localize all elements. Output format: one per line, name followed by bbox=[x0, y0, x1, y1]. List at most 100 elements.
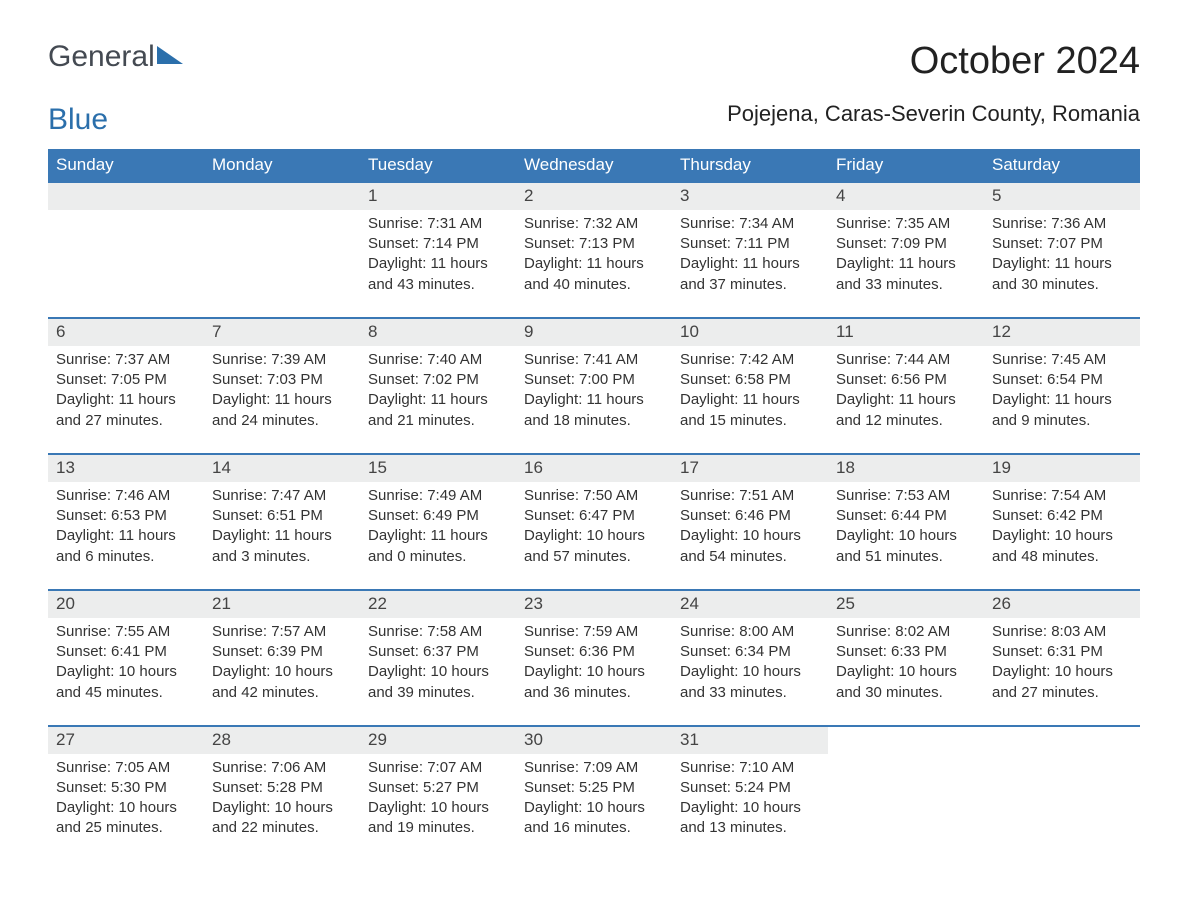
daylight-line1: Daylight: 11 hours bbox=[992, 390, 1132, 410]
daylight-line1: Daylight: 10 hours bbox=[212, 662, 352, 682]
sunrise: Sunrise: 7:37 AM bbox=[56, 350, 196, 370]
day-cell: Sunrise: 7:42 AMSunset: 6:58 PMDaylight:… bbox=[672, 346, 828, 454]
day-number: 18 bbox=[828, 454, 984, 482]
daylight-line1: Daylight: 10 hours bbox=[524, 798, 664, 818]
day-cell: Sunrise: 7:05 AMSunset: 5:30 PMDaylight:… bbox=[48, 754, 204, 861]
daylight-line1: Daylight: 10 hours bbox=[836, 662, 976, 682]
day-number: 4 bbox=[828, 182, 984, 210]
day-number: 2 bbox=[516, 182, 672, 210]
day-number: 15 bbox=[360, 454, 516, 482]
weekday-header-row: Sunday Monday Tuesday Wednesday Thursday… bbox=[48, 149, 1140, 182]
day-cell: Sunrise: 7:44 AMSunset: 6:56 PMDaylight:… bbox=[828, 346, 984, 454]
day-number: 14 bbox=[204, 454, 360, 482]
daylight-line2: and 22 minutes. bbox=[212, 818, 352, 838]
day-cell: Sunrise: 7:09 AMSunset: 5:25 PMDaylight:… bbox=[516, 754, 672, 861]
daylight-line2: and 27 minutes. bbox=[992, 683, 1132, 703]
daylight-line1: Daylight: 11 hours bbox=[368, 390, 508, 410]
sunrise: Sunrise: 8:03 AM bbox=[992, 622, 1132, 642]
daylight-line2: and 19 minutes. bbox=[368, 818, 508, 838]
sunrise: Sunrise: 7:55 AM bbox=[56, 622, 196, 642]
day-cell: Sunrise: 7:54 AMSunset: 6:42 PMDaylight:… bbox=[984, 482, 1140, 590]
sunrise: Sunrise: 7:35 AM bbox=[836, 214, 976, 234]
sunset: Sunset: 5:25 PM bbox=[524, 778, 664, 798]
daylight-line2: and 9 minutes. bbox=[992, 411, 1132, 431]
daylight-line2: and 39 minutes. bbox=[368, 683, 508, 703]
content-row: Sunrise: 7:31 AMSunset: 7:14 PM Daylight:… bbox=[48, 210, 1140, 318]
daylight-line1: Daylight: 10 hours bbox=[992, 526, 1132, 546]
daylight-line1: Daylight: 11 hours bbox=[524, 254, 664, 274]
daylight-line2: and 30 minutes. bbox=[992, 275, 1132, 295]
calendar-table: Sunday Monday Tuesday Wednesday Thursday… bbox=[48, 149, 1140, 861]
day-cell: Sunrise: 7:55 AMSunset: 6:41 PMDaylight:… bbox=[48, 618, 204, 726]
day-number: 7 bbox=[204, 318, 360, 346]
sunset: Sunset: 6:49 PM bbox=[368, 506, 508, 526]
day-cell: Sunrise: 7:31 AMSunset: 7:14 PMDaylight:… bbox=[360, 210, 516, 318]
sunset: Sunset: 6:33 PM bbox=[836, 642, 976, 662]
sunrise: Sunrise: 7:59 AM bbox=[524, 622, 664, 642]
empty-day-number bbox=[984, 726, 1140, 754]
sunset: Sunset: 7:02 PM bbox=[368, 370, 508, 390]
day-number: 19 bbox=[984, 454, 1140, 482]
day-cell: Sunrise: 7:39 AMSunset: 7:03 PMDaylight:… bbox=[204, 346, 360, 454]
month-title: October 2024 bbox=[727, 40, 1140, 83]
weekday-header: Friday bbox=[828, 149, 984, 182]
sunrise: Sunrise: 7:54 AM bbox=[992, 486, 1132, 506]
sunset: Sunset: 7:03 PM bbox=[212, 370, 352, 390]
sunrise: Sunrise: 7:31 AM bbox=[368, 214, 508, 234]
daynum-row: 12345 bbox=[48, 182, 1140, 210]
day-cell: Sunrise: 8:00 AMSunset: 6:34 PMDaylight:… bbox=[672, 618, 828, 726]
daylight-line2: and 43 minutes. bbox=[368, 275, 508, 295]
sunrise: Sunrise: 7:47 AM bbox=[212, 486, 352, 506]
sunrise: Sunrise: 7:44 AM bbox=[836, 350, 976, 370]
content-row: Sunrise: 7:55 AMSunset: 6:41 PM Daylight:… bbox=[48, 618, 1140, 726]
sunrise: Sunrise: 7:51 AM bbox=[680, 486, 820, 506]
day-cell: Sunrise: 7:40 AMSunset: 7:02 PMDaylight:… bbox=[360, 346, 516, 454]
daynum-row: 20212223242526 bbox=[48, 590, 1140, 618]
day-number: 22 bbox=[360, 590, 516, 618]
daylight-line1: Daylight: 11 hours bbox=[56, 526, 196, 546]
sunset: Sunset: 6:47 PM bbox=[524, 506, 664, 526]
sunrise: Sunrise: 7:57 AM bbox=[212, 622, 352, 642]
daylight-line2: and 18 minutes. bbox=[524, 411, 664, 431]
sunset: Sunset: 5:24 PM bbox=[680, 778, 820, 798]
day-number: 29 bbox=[360, 726, 516, 754]
sunrise: Sunrise: 7:39 AM bbox=[212, 350, 352, 370]
day-number: 1 bbox=[360, 182, 516, 210]
sunset: Sunset: 6:46 PM bbox=[680, 506, 820, 526]
daylight-line2: and 51 minutes. bbox=[836, 547, 976, 567]
weekday-header: Sunday bbox=[48, 149, 204, 182]
day-number: 21 bbox=[204, 590, 360, 618]
content-row: Sunrise: 7:05 AMSunset: 5:30 PMDaylight:… bbox=[48, 754, 1140, 861]
empty-day-cell bbox=[48, 210, 204, 318]
sunset: Sunset: 6:56 PM bbox=[836, 370, 976, 390]
sunrise: Sunrise: 7:06 AM bbox=[212, 758, 352, 778]
daylight-line2: and 13 minutes. bbox=[680, 818, 820, 838]
sunrise: Sunrise: 7:40 AM bbox=[368, 350, 508, 370]
daylight-line2: and 54 minutes. bbox=[680, 547, 820, 567]
day-number: 20 bbox=[48, 590, 204, 618]
daylight-line2: and 30 minutes. bbox=[836, 683, 976, 703]
sunset: Sunset: 6:41 PM bbox=[56, 642, 196, 662]
content-row: Sunrise: 7:37 AMSunset: 7:05 PMDaylight:… bbox=[48, 346, 1140, 454]
sunrise: Sunrise: 8:02 AM bbox=[836, 622, 976, 642]
sunset: Sunset: 7:14 PM bbox=[368, 234, 508, 254]
sunrise: Sunrise: 7:07 AM bbox=[368, 758, 508, 778]
day-cell: Sunrise: 7:59 AMSunset: 6:36 PMDaylight:… bbox=[516, 618, 672, 726]
sunrise: Sunrise: 7:05 AM bbox=[56, 758, 196, 778]
day-cell: Sunrise: 7:45 AMSunset: 6:54 PMDaylight:… bbox=[984, 346, 1140, 454]
sunrise: Sunrise: 7:42 AM bbox=[680, 350, 820, 370]
daylight-line1: Daylight: 10 hours bbox=[524, 662, 664, 682]
day-cell: Sunrise: 7:53 AMSunset: 6:44 PMDaylight:… bbox=[828, 482, 984, 590]
day-cell: Sunrise: 7:47 AMSunset: 6:51 PMDaylight:… bbox=[204, 482, 360, 590]
content-row: Sunrise: 7:46 AMSunset: 6:53 PMDaylight:… bbox=[48, 482, 1140, 590]
sunset: Sunset: 7:13 PM bbox=[524, 234, 664, 254]
sunrise: Sunrise: 7:41 AM bbox=[524, 350, 664, 370]
daylight-line2: and 57 minutes. bbox=[524, 547, 664, 567]
daylight-line2: and 40 minutes. bbox=[524, 275, 664, 295]
daylight-line2: and 33 minutes. bbox=[680, 683, 820, 703]
logo-text-general: General bbox=[48, 40, 155, 74]
sunset: Sunset: 6:36 PM bbox=[524, 642, 664, 662]
sunset: Sunset: 7:11 PM bbox=[680, 234, 820, 254]
empty-day-cell bbox=[828, 754, 984, 861]
daylight-line2: and 48 minutes. bbox=[992, 547, 1132, 567]
